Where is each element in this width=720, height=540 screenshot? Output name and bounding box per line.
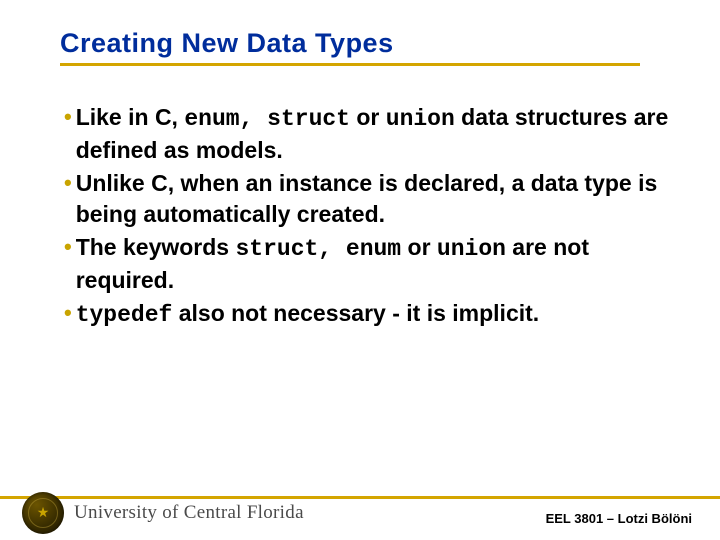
bullet-text: typedef also not necessary - it is impli… [76,298,672,331]
list-item: • The keywords struct, enum or union are… [64,232,672,296]
slide: Creating New Data Types • Like in C, enu… [0,0,720,540]
bullet-text: Like in C, enum, struct or union data st… [76,102,672,166]
bullet-text: Unlike C, when an instance is declared, … [76,168,672,230]
bullet-icon: • [64,102,72,132]
bullet-icon: • [64,298,72,328]
list-item: • Unlike C, when an instance is declared… [64,168,672,230]
title-underline [60,63,640,66]
ucf-seal-icon [22,492,64,534]
course-label: EEL 3801 – Lotzi Bölöni [546,511,692,526]
slide-title: Creating New Data Types [60,28,672,59]
bullet-text: The keywords struct, enum or union are n… [76,232,672,296]
university-logo: University of Central Florida [22,492,304,534]
university-name: University of Central Florida [74,502,304,524]
list-item: • typedef also not necessary - it is imp… [64,298,672,331]
bullet-list: • Like in C, enum, struct or union data … [60,102,672,331]
list-item: • Like in C, enum, struct or union data … [64,102,672,166]
bullet-icon: • [64,232,72,262]
footer: University of Central Florida EEL 3801 –… [0,484,720,540]
bullet-icon: • [64,168,72,198]
